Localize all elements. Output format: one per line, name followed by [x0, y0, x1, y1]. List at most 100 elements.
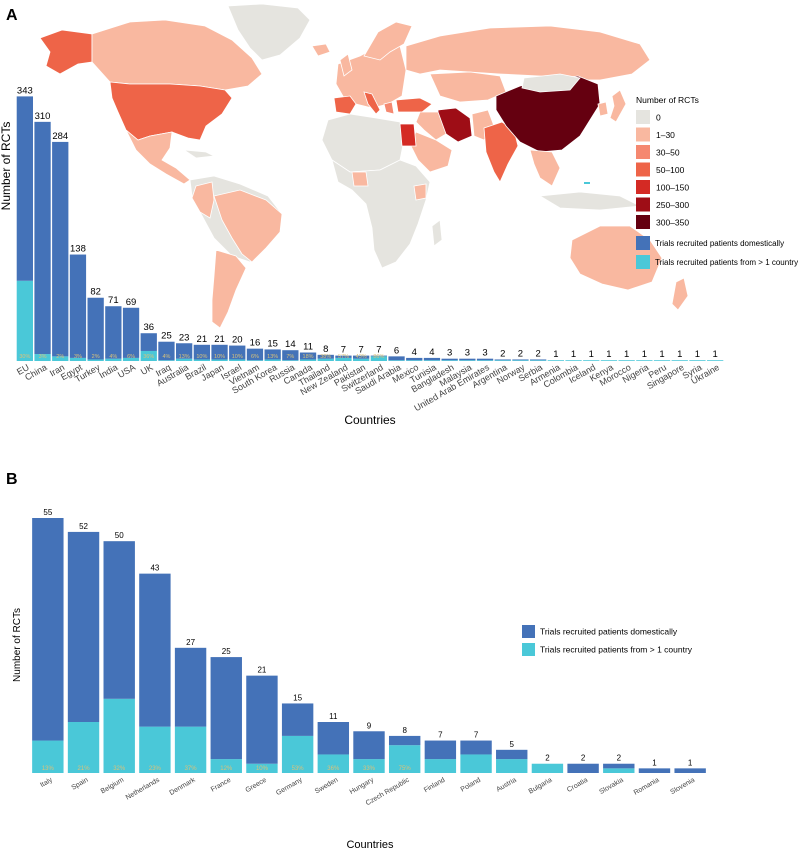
- legend-a-swatch-1: [636, 255, 650, 269]
- tick-label-belgium: Belgium: [100, 777, 126, 796]
- map-uk: [339, 53, 353, 77]
- pct-label-canada: 18%: [303, 354, 314, 360]
- tick-label-romania: Romania: [633, 777, 661, 797]
- legend-b-swatch-1: [522, 643, 535, 656]
- bar-multi-united-arab-emirates: [476, 360, 494, 361]
- map-legend-swatch-1-30: [636, 127, 650, 142]
- tick-label-denmark: Denmark: [168, 776, 197, 797]
- pct-label-china: 3%: [39, 354, 47, 360]
- bar-domestic-bangladesh: [441, 358, 458, 361]
- value-label-armenia: 1: [553, 349, 558, 360]
- bar-multi-china: [34, 354, 51, 361]
- value-label-italy: 55: [43, 508, 52, 517]
- value-label-finland: 7: [438, 731, 443, 740]
- value-label-slovakia: 2: [617, 754, 622, 763]
- map-usa: [109, 81, 233, 141]
- bar-domestic-pakistan: [353, 355, 370, 359]
- map-scandinavia: [363, 21, 413, 61]
- bar-multi-malaysia: [459, 360, 476, 361]
- pct-label-egypt: 3%: [74, 354, 82, 360]
- bar-multi-pakistan: [353, 358, 370, 361]
- value-label-united-arab-emirates: 3: [482, 348, 487, 359]
- value-label-iran: 284: [52, 131, 68, 142]
- value-label-brazil: 21: [197, 334, 208, 345]
- pct-label-france: 12%: [220, 766, 233, 772]
- map-legend-swatch-30-50: [636, 145, 650, 159]
- value-label-switzerland: 7: [376, 345, 381, 356]
- pct-label-pakistan: 43%: [356, 354, 367, 360]
- bar-domestic-australia: [176, 343, 193, 359]
- pct-label-russia: 7%: [286, 354, 294, 360]
- bar-domestic-united-arab-emirates: [476, 358, 494, 361]
- map-madagascar: [431, 219, 443, 247]
- value-label-singapore: 1: [677, 349, 682, 360]
- bar-multi-czech-republic: [388, 745, 421, 773]
- value-label-canada: 11: [303, 342, 313, 353]
- value-label-bangladesh: 3: [447, 348, 452, 359]
- value-label-germany: 15: [293, 693, 302, 702]
- bar-multi-tunisia: [423, 360, 441, 361]
- value-label-vietnam: 16: [250, 338, 261, 349]
- tick-label-netherlands: Netherlands: [125, 776, 162, 801]
- bar-domestic-iran: [52, 141, 69, 357]
- bar-multi-iran: [52, 356, 69, 361]
- bar-domestic-slovakia: [603, 763, 635, 769]
- map-africa: [331, 159, 431, 269]
- map-legend-swatch-250-300: [636, 197, 650, 212]
- pct-label-japan: 10%: [214, 354, 225, 360]
- bar-multi-switzerland: [370, 356, 387, 361]
- pct-label-italy: 13%: [42, 766, 55, 772]
- bar-domestic-india: [105, 306, 122, 359]
- map-alaska: [39, 29, 93, 75]
- bar-domestic-romania: [638, 768, 671, 773]
- bar-domestic-iraq: [158, 341, 175, 361]
- bar-multi-norway: [512, 360, 529, 361]
- map-kenya: [413, 183, 427, 201]
- bar-domestic-israel: [229, 345, 246, 360]
- tick-label-slovenia: Slovenia: [669, 777, 696, 797]
- tick-label-italy: Italy: [39, 776, 54, 789]
- value-label-tunisia: 4: [429, 347, 434, 358]
- map-arabia: [409, 131, 453, 173]
- bar-multi-peru: [653, 360, 671, 361]
- bar-multi-netherlands: [139, 726, 171, 773]
- map-russia: [405, 25, 651, 81]
- pct-label-eu: 30%: [19, 354, 30, 360]
- pct-label-germany: 53%: [292, 766, 305, 772]
- value-label-colombia: 1: [571, 349, 576, 360]
- panel-a-xlabel: Countries: [344, 413, 395, 427]
- bar-domestic-croatia: [567, 763, 599, 773]
- pct-label-iraq: 4%: [162, 354, 170, 360]
- value-label-japan: 21: [214, 334, 225, 345]
- bar-multi-france: [210, 759, 242, 773]
- value-label-austria: 5: [510, 740, 515, 749]
- map-legend-label-300-350: 300–350: [656, 218, 689, 228]
- panel-a-ylabel: Number of RCTs: [0, 122, 13, 211]
- bar-domestic-russia: [282, 350, 299, 361]
- bar-multi-vietnam: [246, 360, 264, 361]
- map-iceland: [311, 43, 331, 57]
- pct-label-south-korea: 13%: [267, 354, 278, 360]
- value-label-nigeria: 1: [642, 349, 647, 360]
- value-label-poland: 7: [474, 731, 479, 740]
- bar-domestic-italy: [32, 518, 64, 741]
- bar-multi-russia: [282, 360, 299, 361]
- map-legend-swatch-50-100: [636, 162, 650, 177]
- bar-multi-kenya: [600, 360, 618, 361]
- bar-multi-armenia: [547, 360, 564, 361]
- bar-multi-iceland: [583, 360, 600, 361]
- panel-b-xlabel: Countries: [346, 839, 394, 850]
- map-legend-swatch-100-150: [636, 180, 650, 194]
- value-label-bulgaria: 2: [545, 754, 550, 763]
- value-label-iceland: 1: [589, 349, 594, 360]
- pct-label-brazil: 10%: [196, 354, 207, 360]
- panel-a-label: A: [6, 7, 18, 24]
- bar-domestic-turkey: [87, 297, 104, 360]
- legend-b-label-1: Trials recruited patients from > 1 count…: [540, 644, 693, 654]
- legend-a-label-0: Trials recruited patients domestically: [655, 239, 784, 248]
- map-legend: Number of RCTs 0 1–30 30–50 50–100 100–150 25…: [636, 95, 699, 229]
- tick-label-usa: USA: [116, 362, 137, 380]
- bar-multi-singapore: [671, 360, 688, 361]
- bar-multi-uk: [140, 350, 157, 361]
- tick-label-hungary: Hungary: [349, 776, 376, 796]
